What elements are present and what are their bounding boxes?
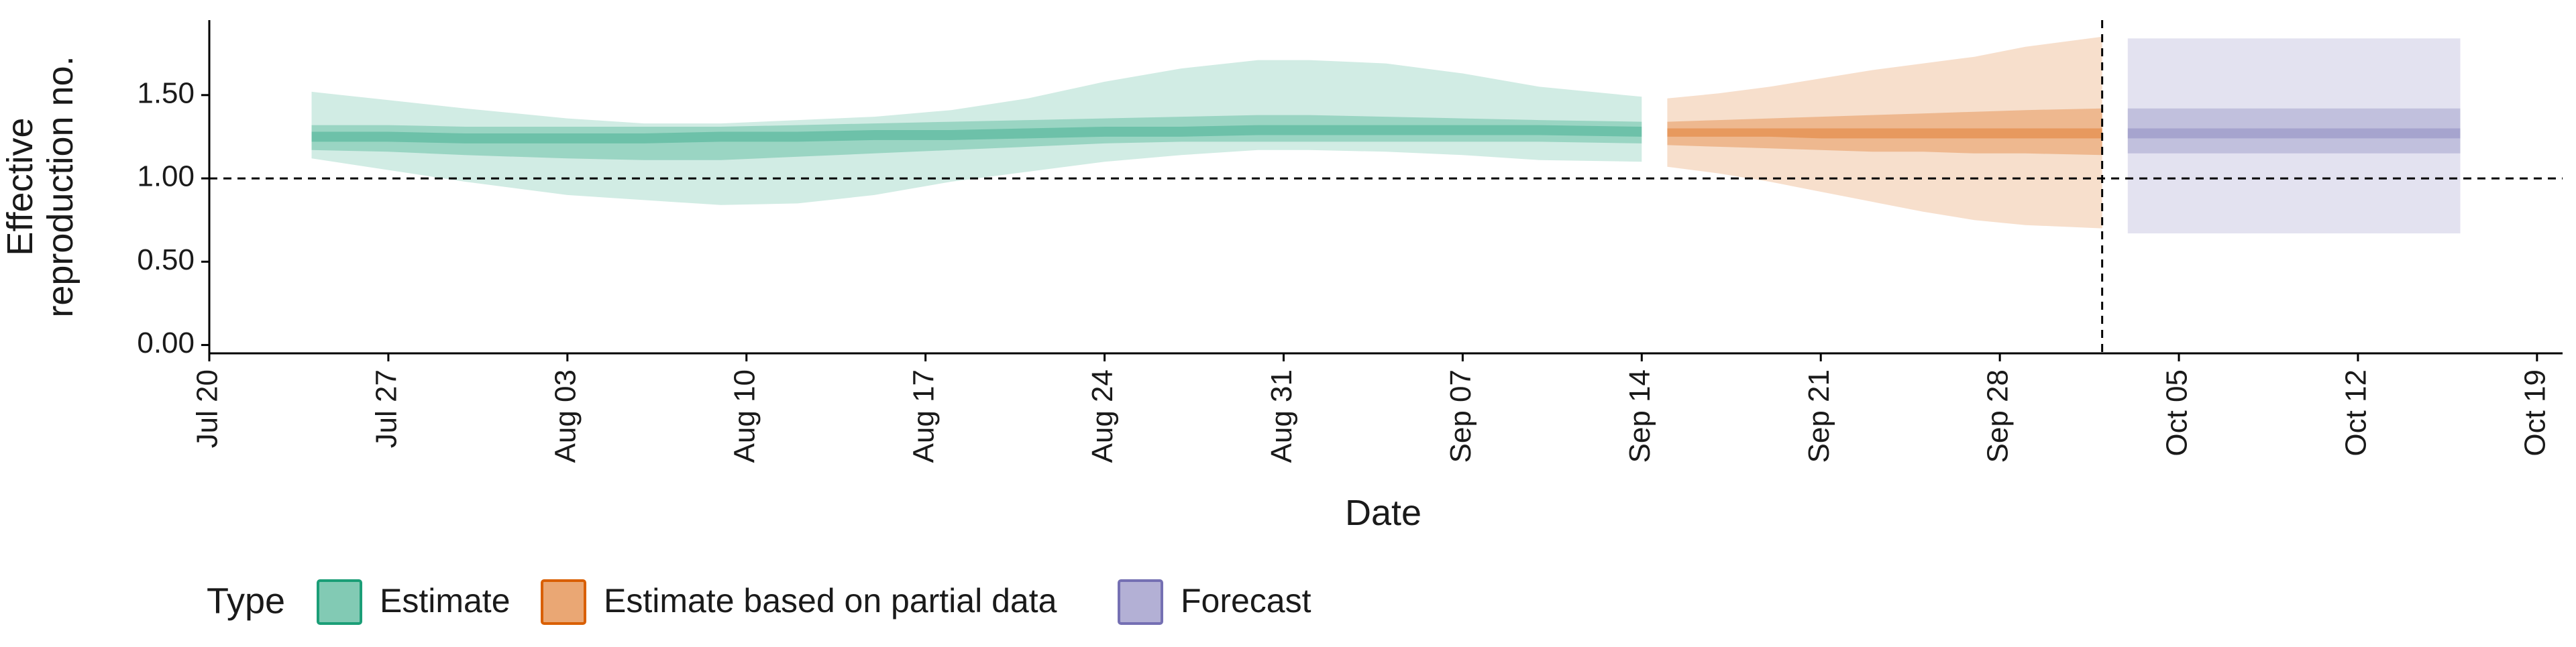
series-forecast <box>2127 38 2461 234</box>
y-tick-label: 1.00 <box>137 160 195 193</box>
x-tick-label: Aug 03 <box>549 369 582 463</box>
x-tick-label: Oct 05 <box>2161 369 2194 457</box>
band-90-forecast <box>2127 38 2461 234</box>
x-tick-label: Sep 28 <box>1982 369 2015 463</box>
x-tick-label: Jul 27 <box>370 369 403 448</box>
band-90-estimate <box>311 60 1642 205</box>
legend-item-estimate-based-on-partial-data: Estimate based on partial data <box>541 579 1057 625</box>
y-axis-title-line: reproduction no. <box>40 56 80 317</box>
x-tick-label: Aug 31 <box>1265 369 1298 463</box>
band-50-forecast <box>2127 108 2461 154</box>
y-tick-label: 1.50 <box>137 76 195 109</box>
band-20-forecast <box>2127 128 2461 139</box>
y-axis-title-line: Effective <box>0 117 40 255</box>
x-tick-label: Jul 20 <box>191 369 224 448</box>
x-tick-label: Oct 12 <box>2340 369 2373 457</box>
y-tick-label: 0.00 <box>137 327 195 359</box>
x-tick-label: Oct 19 <box>2519 369 2552 457</box>
reference-lines <box>209 20 2563 353</box>
legend-item-estimate: Estimate <box>317 579 511 625</box>
x-tick-label: Aug 10 <box>728 369 761 463</box>
series-estimate <box>311 60 1642 205</box>
band-20-estimate <box>311 125 1642 143</box>
x-tick-label: Aug 17 <box>907 369 940 463</box>
y-axis-title: Effectivereproduction no. <box>0 56 80 317</box>
x-tick-label: Sep 14 <box>1623 369 1656 463</box>
legend: Type Estimate Estimate based on partial da… <box>207 579 1311 625</box>
x-tick-label: Aug 24 <box>1086 369 1119 463</box>
band-20-estimate-based-on-partial-data <box>1667 128 2102 139</box>
x-tick-label: Sep 07 <box>1444 369 1477 463</box>
bands-layer <box>311 36 2461 234</box>
x-axis-title: Date <box>1345 493 1421 533</box>
legend-title: Type <box>207 581 285 621</box>
legend-item-forecast: Forecast <box>1118 579 1311 625</box>
legend-label-estimate: Estimate <box>380 582 511 620</box>
legend-label-estimate-based-on-partial-data: Estimate based on partial data <box>604 582 1057 620</box>
legend-label-forecast: Forecast <box>1181 582 1311 620</box>
legend-key-forecast <box>1118 579 1163 625</box>
x-tick-label: Sep 21 <box>1803 369 1835 463</box>
series-estimate-based-on-partial-data <box>1667 36 2102 229</box>
band-90-estimate-based-on-partial-data <box>1667 36 2102 229</box>
y-tick-label: 0.50 <box>137 243 195 276</box>
legend-key-estimate-based-on-partial-data <box>541 579 586 625</box>
legend-key-estimate <box>317 579 362 625</box>
band-50-estimate <box>311 115 1642 160</box>
band-50-estimate-based-on-partial-data <box>1667 108 2102 156</box>
axes: 0.00 0.50 1.00 1.50 Jul 20 Jul 27 Aug 03 Aug 10… <box>0 20 2563 533</box>
